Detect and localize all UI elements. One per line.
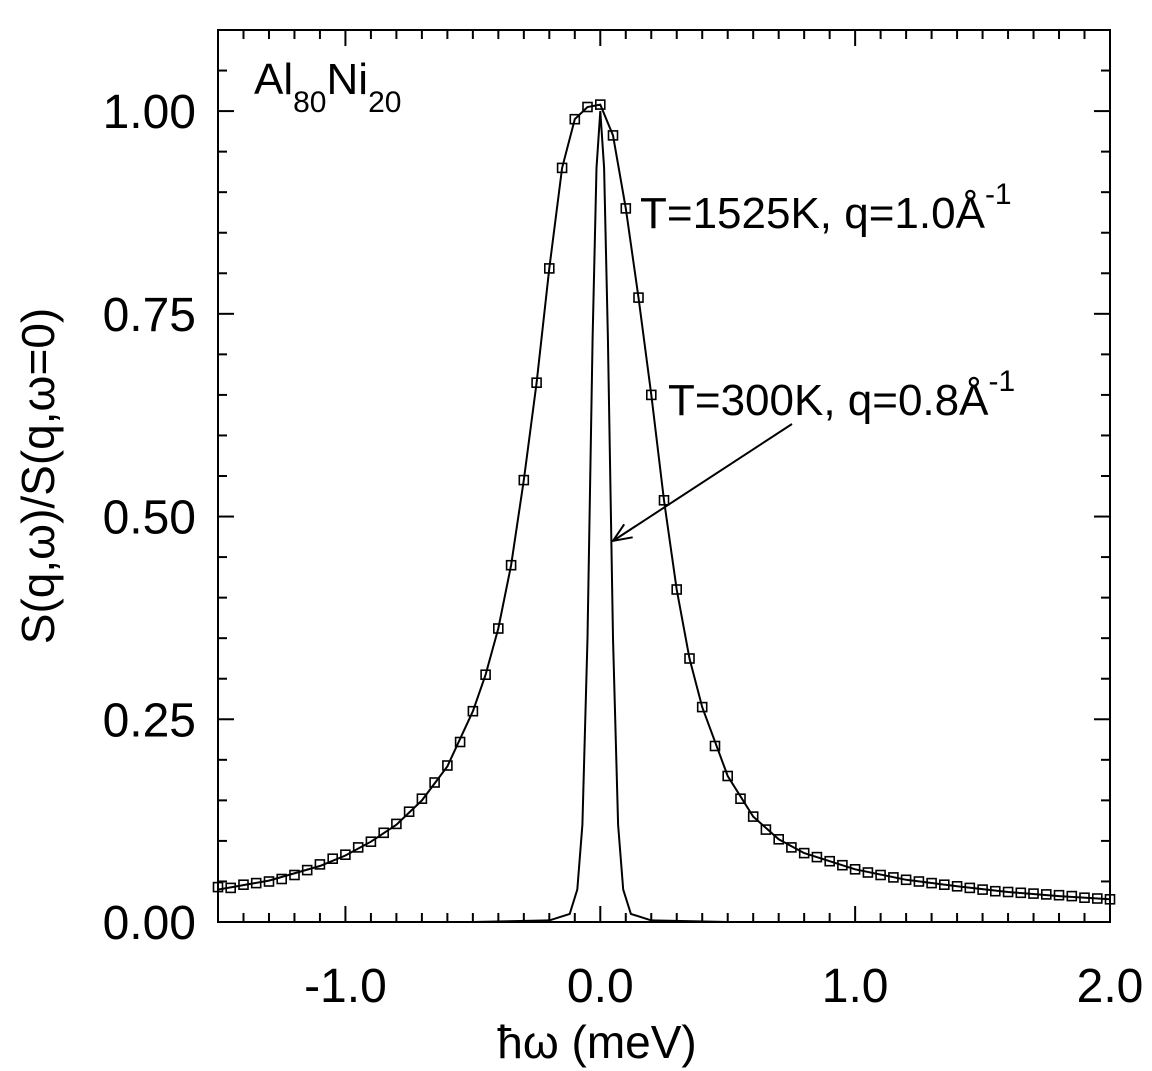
series-line-1 bbox=[217, 103, 1111, 901]
data-point bbox=[442, 760, 453, 771]
ticks bbox=[217, 29, 1111, 923]
x-tick-label: -1.0 bbox=[304, 960, 387, 1013]
data-point bbox=[429, 777, 440, 788]
data-point bbox=[416, 793, 428, 805]
x-tick-label: 0.0 bbox=[567, 960, 634, 1013]
data-point bbox=[837, 859, 848, 871]
data-point bbox=[212, 881, 224, 893]
y-tick-label: 0.00 bbox=[103, 897, 196, 950]
tick-labels: -1.0 0.0 1.0 2.0 0.00 0.25 0.50 0.75 1.00 bbox=[103, 86, 1144, 1013]
arrow-line bbox=[612, 423, 793, 542]
plot-frame bbox=[217, 29, 1111, 923]
data-point bbox=[352, 842, 364, 853]
data-point bbox=[365, 836, 377, 848]
annotation-liquid-text: T=1525K, q=1.0Å bbox=[640, 189, 986, 238]
data-point bbox=[480, 669, 491, 681]
data-point bbox=[403, 806, 415, 818]
data-point bbox=[340, 849, 351, 861]
y-tick-label: 0.50 bbox=[103, 492, 196, 545]
y-tick-label: 0.25 bbox=[103, 694, 196, 747]
series-layer bbox=[212, 99, 1116, 923]
sample-label-element1: Al bbox=[254, 55, 293, 104]
annotation-solid: T=300K, q=0.8Å-1 bbox=[668, 365, 1015, 425]
x-tick-label: 2.0 bbox=[1077, 960, 1144, 1013]
annotation-solid-text: T=300K, q=0.8Å bbox=[668, 376, 989, 425]
arrow-head bbox=[610, 523, 633, 543]
data-point bbox=[798, 847, 810, 859]
data-point bbox=[696, 701, 708, 713]
x-axis-title: ħω (meV) bbox=[497, 1016, 697, 1068]
sample-label-element2: Ni bbox=[327, 55, 369, 104]
data-point bbox=[824, 855, 836, 867]
annotation-liquid-sup: -1 bbox=[985, 178, 1012, 211]
annotation-arrow bbox=[610, 423, 793, 543]
data-point bbox=[722, 770, 734, 782]
data-point bbox=[391, 818, 402, 830]
y-tick-label: 0.75 bbox=[103, 289, 196, 342]
sample-label-sub2: 20 bbox=[368, 86, 401, 119]
data-point bbox=[773, 833, 785, 845]
data-point bbox=[811, 851, 823, 863]
data-point bbox=[735, 793, 746, 805]
y-tick-label: 1.00 bbox=[103, 86, 196, 139]
data-point bbox=[569, 113, 581, 125]
x-tick-label: 1.0 bbox=[822, 960, 889, 1013]
y-axis-title: S(q,ω)/S(q,ω=0) bbox=[12, 308, 64, 644]
annotation-liquid: T=1525K, q=1.0Å-1 bbox=[640, 178, 1012, 238]
data-point bbox=[760, 824, 772, 835]
data-point bbox=[747, 811, 759, 822]
data-point bbox=[378, 827, 390, 839]
sample-label-sub1: 80 bbox=[293, 86, 326, 119]
series-line-2 bbox=[218, 111, 1110, 923]
data-point bbox=[786, 842, 797, 853]
annotation-solid-sup: -1 bbox=[988, 365, 1015, 398]
sample-label: Al80Ni20 bbox=[254, 55, 401, 119]
data-point bbox=[467, 705, 479, 717]
